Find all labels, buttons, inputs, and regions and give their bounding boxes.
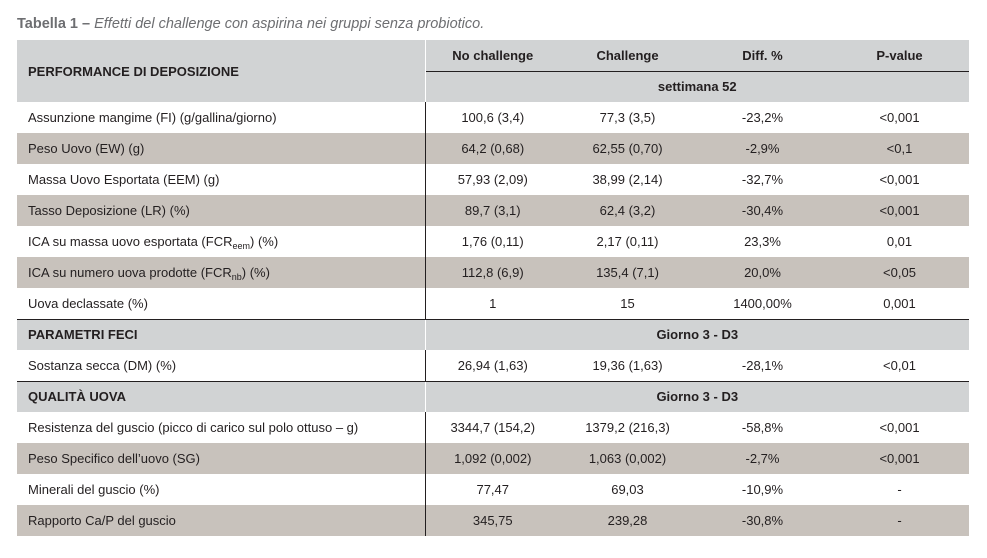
cell-diff: -32,7% [695, 164, 830, 195]
row-label: ICA su numero uova prodotte (FCRnb) (%) [17, 257, 426, 288]
column-header-no-challenge: No challenge [425, 40, 560, 71]
cell-challenge: 15 [560, 288, 695, 319]
cell-p-value: <0,001 [830, 412, 969, 443]
table-row: Massa Uovo Esportata (EEM) (g) 57,93 (2,… [17, 164, 969, 195]
cell-p-value: <0,1 [830, 133, 969, 164]
cell-no-challenge: 57,93 (2,09) [425, 164, 560, 195]
table-row: Uova declassate (%) 1 15 1400,00% 0,001 [17, 288, 969, 319]
table-header-row: PERFORMANCE DI DEPOSIZIONE No challenge … [17, 40, 969, 102]
table-row: Peso Uovo (EW) (g) 64,2 (0,68) 62,55 (0,… [17, 133, 969, 164]
label-subscript: nb [231, 272, 242, 282]
table-row: Minerali del guscio (%) 77,47 69,03 -10,… [17, 474, 969, 505]
row-label: Tasso Deposizione (LR) (%) [17, 195, 426, 226]
section-header-row: PARAMETRI FECI Giorno 3 - D3 [17, 318, 969, 350]
cell-diff: -28,1% [695, 350, 830, 381]
caption-label: Tabella 1 – [17, 16, 91, 32]
section-title-qualita: QUALITÀ UOVA [17, 380, 426, 412]
row-label: Peso Specifico dell’uovo (SG) [17, 443, 426, 474]
cell-challenge: 1379,2 (216,3) [560, 412, 695, 443]
cell-diff: -2,9% [695, 133, 830, 164]
cell-diff: -58,8% [695, 412, 830, 443]
row-label: ICA su massa uovo esportata (FCReem) (%) [17, 226, 426, 257]
caption-text: Effetti del challenge con aspirina nei g… [94, 16, 485, 32]
cell-no-challenge: 64,2 (0,68) [425, 133, 560, 164]
cell-no-challenge: 26,94 (1,63) [425, 350, 560, 381]
cell-challenge: 135,4 (7,1) [560, 257, 695, 288]
cell-challenge: 69,03 [560, 474, 695, 505]
label-subscript: eem [232, 241, 250, 251]
row-label: Resistenza del guscio (picco di carico s… [17, 412, 426, 443]
cell-no-challenge: 3344,7 (154,2) [425, 412, 560, 443]
column-header-diff: Diff. % [695, 40, 830, 71]
cell-diff: 23,3% [695, 226, 830, 257]
cell-diff: 20,0% [695, 257, 830, 288]
section-subheader-performance: settimana 52 [425, 70, 969, 102]
cell-p-value: <0,01 [830, 350, 969, 381]
table-row: Peso Specifico dell’uovo (SG) 1,092 (0,0… [17, 443, 969, 474]
subheader-row: settimana 52 [17, 70, 969, 102]
cell-no-challenge: 1,76 (0,11) [425, 226, 560, 257]
cell-no-challenge: 77,47 [425, 474, 560, 505]
cell-no-challenge: 112,8 (6,9) [425, 257, 560, 288]
row-label: Minerali del guscio (%) [17, 474, 426, 505]
cell-p-value: <0,001 [830, 164, 969, 195]
cell-diff: -2,7% [695, 443, 830, 474]
cell-diff: 1400,00% [695, 288, 830, 319]
row-label: Sostanza secca (DM) (%) [17, 350, 426, 381]
cell-p-value: 0,01 [830, 226, 969, 257]
section-subheader-qualita: Giorno 3 - D3 [425, 380, 969, 412]
cell-challenge: 1,063 (0,002) [560, 443, 695, 474]
cell-challenge: 239,28 [560, 505, 695, 536]
cell-p-value: <0,001 [830, 195, 969, 226]
row-label: Assunzione mangime (FI) (g/gallina/giorn… [17, 102, 426, 133]
column-header-p-value: P-value [830, 40, 969, 71]
cell-p-value: - [830, 505, 969, 536]
table-row: ICA su numero uova prodotte (FCRnb) (%) … [17, 257, 969, 288]
cell-p-value: 0,001 [830, 288, 969, 319]
table-row: ICA su massa uovo esportata (FCReem) (%)… [17, 226, 969, 257]
cell-challenge: 62,55 (0,70) [560, 133, 695, 164]
cell-diff: -30,4% [695, 195, 830, 226]
cell-diff: -30,8% [695, 505, 830, 536]
column-header-challenge: Challenge [560, 40, 695, 71]
cell-p-value: <0,001 [830, 443, 969, 474]
cell-challenge: 19,36 (1,63) [560, 350, 695, 381]
cell-challenge: 62,4 (3,2) [560, 195, 695, 226]
cell-challenge: 38,99 (2,14) [560, 164, 695, 195]
section-title-feci: PARAMETRI FECI [17, 318, 426, 350]
section-header-row: QUALITÀ UOVA Giorno 3 - D3 [17, 380, 969, 412]
cell-no-challenge: 1,092 (0,002) [425, 443, 560, 474]
table-row: Sostanza secca (DM) (%) 26,94 (1,63) 19,… [17, 350, 969, 381]
row-label: Uova declassate (%) [17, 288, 426, 319]
cell-p-value: <0,001 [830, 102, 969, 133]
cell-challenge: 77,3 (3,5) [560, 102, 695, 133]
cell-diff: -10,9% [695, 474, 830, 505]
cell-challenge: 2,17 (0,11) [560, 226, 695, 257]
results-table: PERFORMANCE DI DEPOSIZIONE No challenge … [17, 40, 969, 536]
table-row: Resistenza del guscio (picco di carico s… [17, 412, 969, 443]
cell-no-challenge: 100,6 (3,4) [425, 102, 560, 133]
row-label: Rapporto Ca/P del guscio [17, 505, 426, 536]
table-caption: Tabella 1 – Effetti del challenge con as… [17, 14, 484, 34]
cell-p-value: - [830, 474, 969, 505]
table-row: Rapporto Ca/P del guscio 345,75 239,28 -… [17, 505, 969, 536]
row-label: Massa Uovo Esportata (EEM) (g) [17, 164, 426, 195]
cell-no-challenge: 89,7 (3,1) [425, 195, 560, 226]
cell-diff: -23,2% [695, 102, 830, 133]
section-title-performance: PERFORMANCE DI DEPOSIZIONE [17, 40, 426, 102]
section-subheader-feci: Giorno 3 - D3 [425, 318, 969, 350]
cell-no-challenge: 1 [425, 288, 560, 319]
table-row: Tasso Deposizione (LR) (%) 89,7 (3,1) 62… [17, 195, 969, 226]
row-label: Peso Uovo (EW) (g) [17, 133, 426, 164]
table-row: Assunzione mangime (FI) (g/gallina/giorn… [17, 102, 969, 133]
cell-no-challenge: 345,75 [425, 505, 560, 536]
cell-p-value: <0,05 [830, 257, 969, 288]
